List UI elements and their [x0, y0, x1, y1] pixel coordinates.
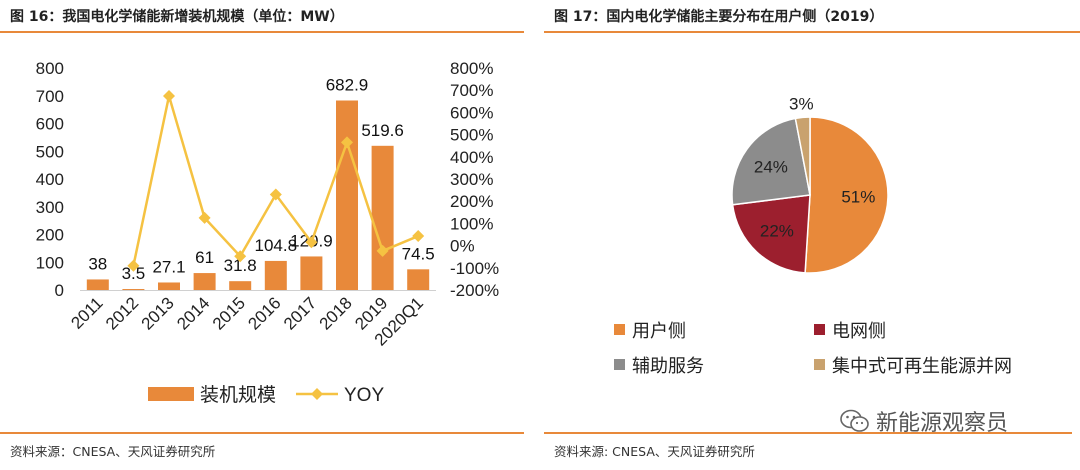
left-title-rule	[0, 31, 524, 33]
legend-swatch	[614, 359, 625, 370]
right-axis-tick-label: 500%	[450, 126, 493, 145]
bar-line-chart: 0 100 200 300 400 500 600 700 800 -200% -100% 0% 100…	[36, 59, 500, 406]
legend-label: 用户侧	[632, 321, 686, 341]
bar	[86, 279, 109, 290]
legend-label: 集中式可再生能源并网	[832, 356, 1012, 376]
pie-slice	[794, 116, 811, 196]
legend-swatch	[814, 359, 825, 370]
x-axis-tick-label: 2013	[138, 293, 178, 333]
yoy-marker	[127, 259, 140, 272]
yoy-marker	[269, 188, 282, 201]
right-axis-tick-label: -100%	[450, 259, 499, 278]
pie-slice	[731, 194, 811, 274]
bar	[264, 260, 287, 290]
bar	[229, 281, 252, 290]
right-source-rule	[544, 432, 1072, 434]
x-axis-tick-label: 2012	[102, 293, 142, 333]
left-figure-title: 图 16：我国电化学储能新增装机规模（单位：MW）	[10, 9, 344, 25]
left-axis-tick-label: 0	[55, 281, 64, 300]
pie-slice-label: 51%	[841, 188, 875, 207]
left-figure-panel: 图 16：我国电化学储能新增装机规模（单位：MW） 0 100 200 300 400 5…	[0, 0, 524, 470]
x-axis-tick-label: 2015	[209, 293, 249, 333]
watermark-text: 新能源观察员	[876, 411, 1009, 436]
right-figure-panel: 图 17：国内电化学储能主要分布在用户侧（2019） 51% 22% 24% 3% 用户…	[544, 0, 1080, 470]
right-axis-tick-label: 700%	[450, 81, 493, 100]
yoy-marker	[341, 136, 353, 149]
right-source-note: 资料来源: CNESA、天风证券研究所	[554, 444, 755, 459]
x-axis-tick-label: 2014	[173, 293, 213, 333]
right-axis-tick-label: 600%	[450, 103, 493, 122]
left-source-note: 资料来源：CNESA、天风证券研究所	[10, 444, 216, 459]
bar	[158, 282, 180, 290]
legend-label-line: YOY	[344, 385, 384, 406]
x-axis-tick-label: 2011	[67, 293, 106, 332]
right-axis-tick-label: -200%	[450, 281, 499, 300]
left-axis-tick-label: 300	[36, 198, 64, 217]
left-axis-tick-label: 500	[36, 142, 64, 161]
left-axis-tick-label: 100	[36, 253, 64, 272]
left-source-rule	[0, 432, 524, 434]
yoy-marker	[305, 236, 318, 249]
left-axis-tick-label: 800	[36, 59, 64, 78]
pie-slice-label: 24%	[754, 158, 788, 177]
right-figure-title: 图 17：国内电化学储能主要分布在用户侧（2019）	[554, 9, 884, 25]
x-axis-tick-label: 2018	[316, 293, 356, 333]
legend-label-bar: 装机规模	[200, 384, 276, 406]
legend-swatch	[814, 324, 825, 335]
right-title-rule	[544, 31, 1080, 33]
pie-slice-label: 22%	[760, 221, 794, 240]
x-axis-tick-label: 2016	[244, 293, 284, 333]
bar	[407, 269, 430, 290]
yoy-marker	[376, 244, 389, 257]
bar	[122, 289, 145, 290]
right-axis-tick-label: 400%	[450, 148, 493, 167]
watermark: 新能源观察员	[840, 404, 1008, 438]
yoy-marker	[198, 211, 211, 224]
legend-swatch	[614, 324, 625, 335]
yoy-marker	[234, 250, 247, 263]
bar-data-label: 3.5	[122, 264, 146, 283]
bar-data-label: 74.5	[402, 244, 435, 263]
x-axis-tick-label: 2017	[280, 293, 320, 333]
left-axis-tick-label: 700	[36, 87, 64, 106]
left-axis-tick-label: 200	[36, 226, 64, 245]
bar-data-label: 27.1	[152, 257, 185, 276]
wechat-icon	[840, 409, 869, 432]
legend-label: 电网侧	[832, 321, 886, 341]
right-axis-tick-label: 300%	[450, 170, 493, 189]
bar-data-label: 104.8	[255, 236, 298, 255]
bar	[300, 256, 323, 290]
pie-slice	[731, 117, 811, 206]
bar	[371, 145, 394, 290]
right-axis-tick-label: 200%	[450, 192, 493, 211]
bar-data-label: 38	[88, 254, 107, 273]
right-axis-tick-label: 800%	[450, 59, 493, 78]
bar-data-label: 61	[195, 248, 214, 267]
left-axis-tick-label: 400	[36, 170, 64, 189]
bar-data-label: 682.9	[326, 75, 369, 94]
legend-label: 辅助服务	[632, 356, 704, 376]
bar	[336, 100, 358, 291]
bar	[193, 273, 216, 290]
left-axis-tick-label: 600	[36, 115, 64, 134]
bar-data-label: 519.6	[361, 121, 404, 140]
right-axis-tick-label: 100%	[450, 214, 493, 233]
legend-swatch-marker	[311, 388, 323, 400]
bar-data-label: 31.8	[224, 256, 257, 275]
pie-slice-label: 3%	[789, 94, 814, 113]
legend-swatch-bar	[148, 387, 194, 401]
pie-slice	[804, 116, 889, 274]
yoy-marker	[163, 89, 175, 102]
right-axis-tick-label: 0%	[450, 237, 475, 256]
yoy-marker	[412, 230, 425, 243]
